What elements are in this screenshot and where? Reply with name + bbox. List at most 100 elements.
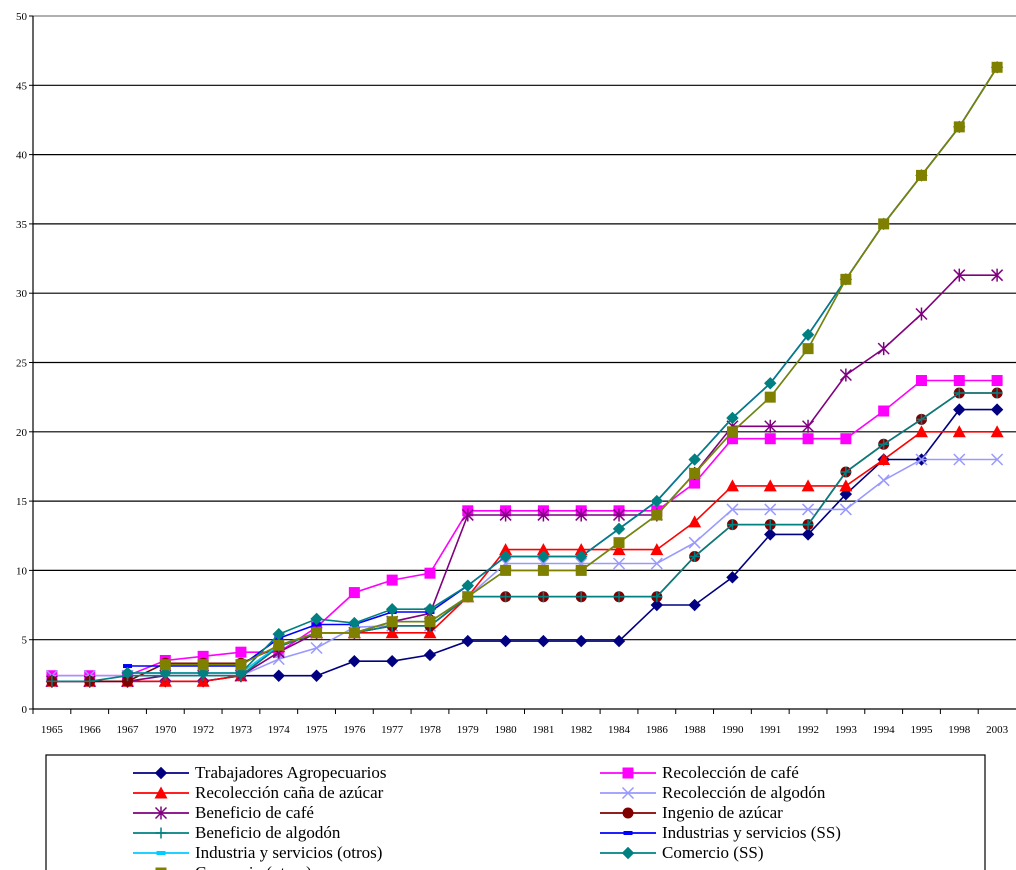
data-point [499, 550, 512, 563]
y-tick-label: 5 [22, 635, 28, 647]
data-point [764, 377, 777, 390]
data-point [915, 169, 927, 181]
data-point [235, 646, 247, 658]
data-point [688, 536, 701, 549]
data-point [424, 567, 436, 579]
x-tick-label: 1981 [532, 724, 554, 736]
legend-item: Ingenio de azúcar [600, 803, 783, 822]
data-point [764, 391, 776, 403]
data-point [725, 479, 739, 492]
data-point [726, 433, 738, 445]
data-point [348, 587, 360, 599]
data-point [689, 551, 701, 563]
axes [29, 15, 1016, 714]
x-tick-label: 1984 [608, 724, 631, 736]
data-point [500, 564, 512, 576]
y-tick-label: 50 [16, 11, 28, 23]
data-point [802, 419, 815, 433]
data-point [839, 503, 852, 516]
x-tick-label: 1970 [154, 724, 177, 736]
data-point [612, 543, 626, 556]
series-line [51, 431, 998, 683]
legend-item: Recolección de café [600, 763, 799, 782]
x-tick-label: 2003 [986, 724, 1009, 736]
data-point [272, 627, 285, 641]
y-tick-label: 15 [16, 496, 28, 508]
y-tick-label: 0 [22, 704, 28, 716]
data-point [536, 543, 550, 556]
data-point [952, 425, 966, 438]
legend-item: Recolección de algodón [600, 783, 826, 802]
data-point [348, 627, 360, 639]
data-point [726, 519, 738, 531]
x-tick-label: 1988 [684, 724, 707, 736]
legend-marker [622, 767, 634, 779]
data-point [953, 387, 965, 399]
data-point [764, 433, 776, 445]
data-point [385, 603, 399, 616]
legend-label: Industria y servicios (otros) [195, 843, 382, 862]
legend-label: Comercio (SS) [662, 843, 764, 862]
data-point [726, 411, 739, 425]
x-tick-label: 1975 [306, 724, 329, 736]
x-tick-label: 1979 [457, 724, 480, 736]
x-tick-label: 1992 [797, 724, 819, 736]
data-point [650, 494, 664, 508]
legend-marker [155, 867, 167, 870]
data-point [84, 675, 96, 687]
data-point [310, 669, 323, 682]
data-point [537, 550, 550, 563]
data-point [197, 650, 209, 662]
data-point [953, 375, 965, 387]
legend-item: Industrias y servicios (SS) [600, 823, 841, 842]
data-point [878, 405, 890, 417]
x-tick-label: 1982 [570, 724, 592, 736]
y-tick-label: 20 [16, 427, 28, 439]
x-tick-label: 1973 [230, 724, 253, 736]
data-point [764, 503, 777, 516]
legend-label: Beneficio de algodón [195, 823, 341, 842]
data-point [991, 453, 1004, 466]
data-point [915, 453, 928, 466]
data-point [839, 479, 853, 492]
data-point [990, 425, 1004, 438]
y-tick-labels: 0 5 10 15 20 25 30 35 40 45 50 [16, 11, 28, 716]
gridlines [33, 15, 1016, 641]
legend-item: Recolección caña de azúcar [133, 783, 384, 802]
legend-marker [621, 846, 635, 860]
data-point [423, 626, 437, 639]
x-tick-label: 1974 [268, 724, 291, 736]
data-point [878, 438, 890, 450]
data-point [235, 659, 247, 671]
data-point [802, 343, 814, 355]
x-tick-label: 1991 [759, 724, 781, 736]
data-point [877, 453, 891, 466]
data-point [123, 664, 133, 669]
series-line [51, 392, 998, 683]
y-tick-label: 10 [16, 565, 28, 577]
data-point [764, 419, 777, 433]
data-point [385, 654, 399, 668]
legend-item: Comercio (SS) [600, 843, 764, 862]
legend-label: Recolección de algodón [662, 783, 826, 802]
data-point [990, 403, 1004, 416]
x-tick-label: 1977 [381, 724, 404, 736]
data-point [651, 591, 663, 603]
data-point [234, 666, 248, 680]
data-point [575, 564, 587, 576]
data-point [915, 375, 927, 387]
y-tick-label: 35 [16, 219, 28, 231]
data-point [311, 627, 323, 639]
data-point [575, 550, 588, 563]
legend-label: Trabajadores Agropecuarios [195, 763, 387, 782]
data-point [575, 634, 588, 648]
data-point [726, 503, 739, 516]
data-point [461, 508, 474, 522]
x-tick-label: 1967 [117, 724, 140, 736]
data-point [461, 634, 474, 648]
data-point [688, 453, 701, 466]
data-point [46, 675, 58, 687]
data-point [574, 543, 588, 556]
data-point [537, 591, 549, 603]
data-point [650, 543, 664, 556]
